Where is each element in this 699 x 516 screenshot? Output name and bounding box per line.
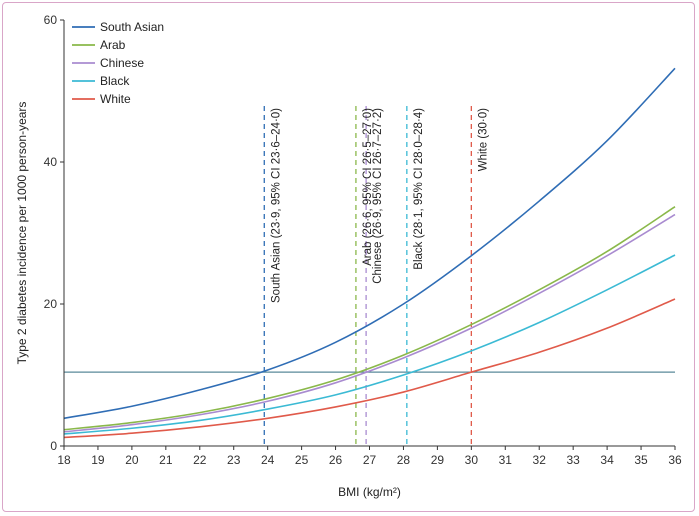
annotation-layer: South Asian (23·9, 95% CI 23·6–24·0) Arab… (270, 108, 489, 303)
x-tick-label: 22 (193, 453, 207, 467)
legend: South Asian Arab Chinese Black White (72, 20, 164, 106)
axes-layer: 18 19 20 21 22 23 24 25 26 27 28 29 30 31 32 33 34 35 36 0 2… (44, 13, 682, 467)
series-line (63, 206, 676, 431)
x-tick-label: 29 (431, 453, 445, 467)
threshold-label: White (30·0) (477, 108, 489, 171)
y-tick-label: 40 (44, 155, 58, 169)
legend-label: Black (100, 74, 130, 88)
legend-label: White (100, 92, 131, 106)
threshold-label: Black (28·1, 95% CI 28·0–28·4) (413, 108, 425, 270)
legend-label: Chinese (100, 56, 144, 70)
x-tick-label: 35 (634, 453, 648, 467)
x-tick-label: 18 (57, 453, 71, 467)
legend-label: Arab (100, 38, 126, 52)
x-tick-label: 33 (566, 453, 580, 467)
x-tick-label: 21 (159, 453, 173, 467)
x-tick-label: 25 (295, 453, 309, 467)
threshold-label: South Asian (23·9, 95% CI 23·6–24·0) (270, 108, 282, 303)
y-tick-label: 20 (44, 297, 58, 311)
y-tick-label: 60 (44, 13, 58, 27)
series-line (63, 298, 676, 439)
x-tick-label: 36 (668, 453, 682, 467)
x-tick-label: 31 (499, 453, 513, 467)
legend-label: South Asian (100, 20, 164, 34)
y-axis-title: Type 2 diabetes incidence per 1000 perso… (15, 102, 29, 365)
x-tick-label: 32 (533, 453, 547, 467)
series-line (63, 213, 676, 433)
series-layer (63, 67, 676, 439)
threshold-label: Chinese (26·9, 95% CI 26·7–27·2) (372, 108, 384, 284)
x-tick-label: 27 (363, 453, 377, 467)
y-tick-label: 0 (50, 439, 57, 453)
x-tick-label: 28 (397, 453, 411, 467)
x-tick-label: 34 (600, 453, 614, 467)
series-line (63, 254, 676, 435)
x-tick-label: 30 (465, 453, 479, 467)
x-axis-title: BMI (kg/m²) (338, 485, 401, 499)
x-tick-label: 20 (125, 453, 139, 467)
series-line (63, 67, 676, 420)
x-tick-label: 23 (227, 453, 241, 467)
threshold-label: Arab (26·6, 95% CI 26·5–27·0) (362, 108, 374, 266)
x-tick-label: 26 (329, 453, 343, 467)
x-tick-label: 19 (91, 453, 105, 467)
x-tick-label: 24 (261, 453, 275, 467)
